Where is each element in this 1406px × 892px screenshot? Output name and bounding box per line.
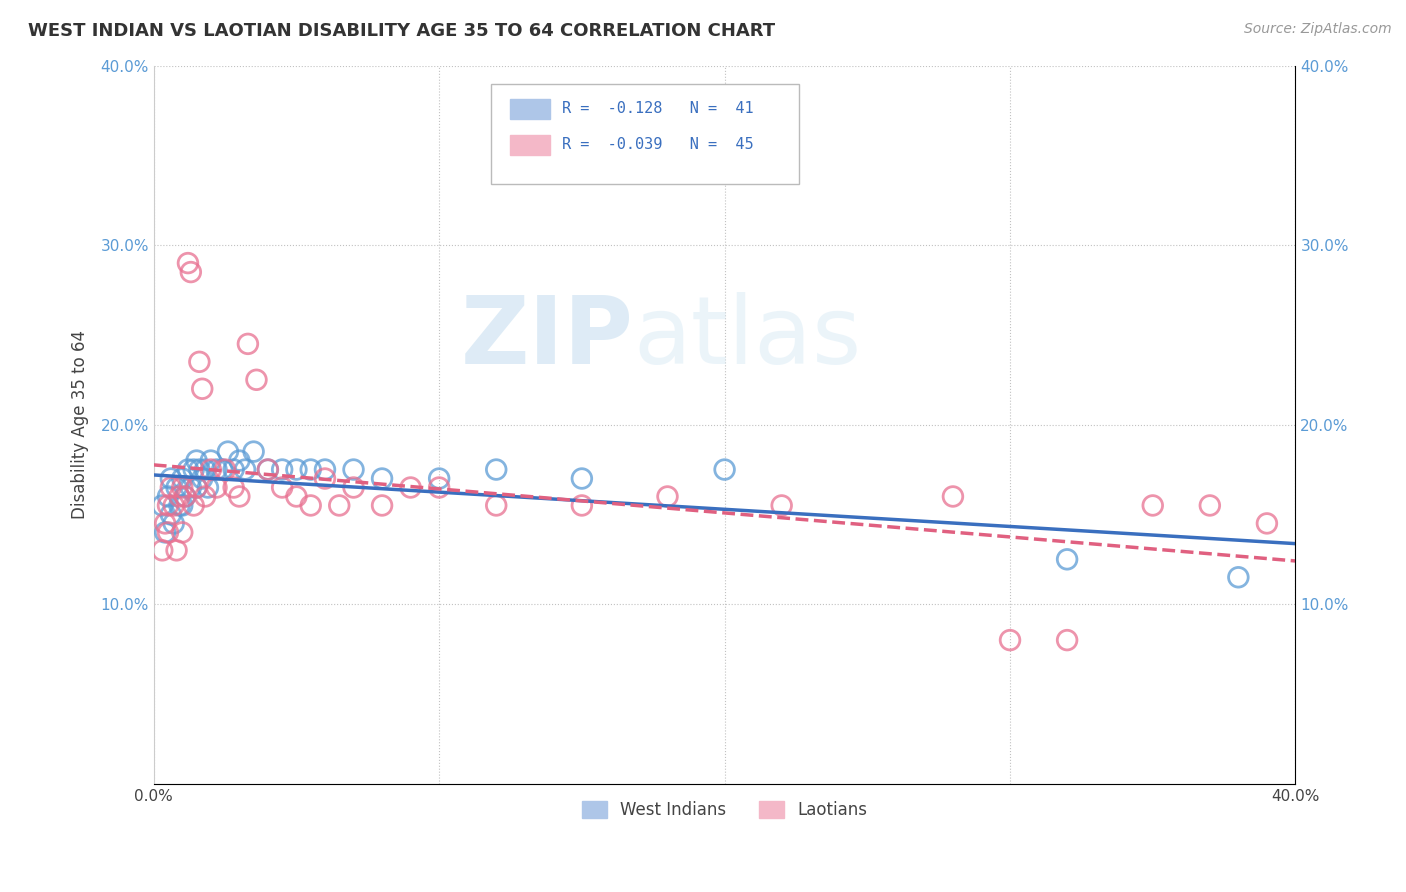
Point (177, 256, 200, 270)
Point (1056, 552, 1078, 566)
Point (169, 499, 191, 513)
Point (236, 337, 259, 351)
Point (205, 481, 228, 495)
Point (172, 471, 194, 485)
Point (1198, 499, 1220, 513)
Point (314, 462, 336, 476)
Legend: West Indians, Laotians: West Indians, Laotians (575, 794, 875, 826)
Point (222, 481, 245, 495)
Point (163, 499, 186, 513)
Point (271, 481, 294, 495)
Text: ZIP: ZIP (460, 293, 633, 384)
FancyBboxPatch shape (491, 84, 799, 184)
Text: R =  -0.039   N =  45: R = -0.039 N = 45 (562, 137, 754, 153)
Point (205, 462, 228, 476)
Point (150, 543, 173, 558)
Point (770, 499, 793, 513)
Point (233, 462, 256, 476)
Text: WEST INDIAN VS LAOTIAN DISABILITY AGE 35 TO 64 CORRELATION CHART: WEST INDIAN VS LAOTIAN DISABILITY AGE 35… (28, 22, 775, 40)
Point (194, 490, 217, 504)
Point (1227, 570, 1250, 584)
Point (299, 499, 322, 513)
Point (427, 481, 450, 495)
Point (197, 481, 219, 495)
Point (228, 453, 250, 467)
Point (194, 462, 217, 476)
Bar (510, 99, 550, 120)
Point (314, 471, 336, 485)
Text: atlas: atlas (633, 293, 862, 384)
Point (200, 453, 222, 467)
Point (174, 490, 197, 504)
Point (257, 462, 280, 476)
Point (186, 481, 208, 495)
Point (485, 499, 508, 513)
Point (242, 444, 264, 458)
Point (166, 481, 188, 495)
Point (188, 355, 211, 369)
Point (191, 382, 214, 396)
Point (166, 543, 188, 558)
Point (1142, 499, 1164, 513)
Point (156, 490, 179, 504)
Point (191, 471, 214, 485)
Point (180, 481, 202, 495)
Point (342, 481, 364, 495)
Point (172, 525, 194, 540)
Point (174, 490, 197, 504)
Point (163, 516, 186, 531)
Point (942, 490, 965, 504)
Point (257, 462, 280, 476)
Point (160, 481, 183, 495)
Point (188, 462, 211, 476)
Point (427, 471, 450, 485)
Point (228, 490, 250, 504)
Point (285, 462, 308, 476)
Point (998, 633, 1021, 648)
Point (328, 499, 350, 513)
Point (299, 462, 322, 476)
Point (169, 490, 191, 504)
Point (342, 462, 364, 476)
Point (713, 462, 735, 476)
Point (172, 499, 194, 513)
Point (153, 525, 176, 540)
Point (399, 481, 422, 495)
Point (1256, 516, 1278, 531)
Point (172, 481, 194, 495)
Point (156, 525, 179, 540)
Point (217, 444, 239, 458)
Point (371, 499, 394, 513)
Point (571, 471, 593, 485)
Bar (510, 136, 550, 155)
Point (160, 508, 183, 522)
Point (200, 462, 222, 476)
Point (485, 462, 508, 476)
Point (285, 490, 308, 504)
Point (657, 490, 679, 504)
Point (156, 499, 179, 513)
Point (153, 516, 176, 531)
Point (571, 499, 593, 513)
Point (271, 462, 294, 476)
Y-axis label: Disability Age 35 to 64: Disability Age 35 to 64 (72, 330, 89, 519)
Point (1056, 633, 1078, 648)
Point (245, 373, 267, 387)
Point (186, 481, 208, 495)
Point (214, 462, 236, 476)
Text: R =  -0.128   N =  41: R = -0.128 N = 41 (562, 101, 754, 116)
Point (183, 499, 205, 513)
Point (222, 462, 245, 476)
Point (183, 462, 205, 476)
Point (180, 265, 202, 279)
Point (160, 471, 183, 485)
Point (371, 471, 394, 485)
Point (186, 453, 208, 467)
Point (177, 462, 200, 476)
Point (150, 499, 173, 513)
Text: Source: ZipAtlas.com: Source: ZipAtlas.com (1244, 22, 1392, 37)
Point (211, 462, 233, 476)
